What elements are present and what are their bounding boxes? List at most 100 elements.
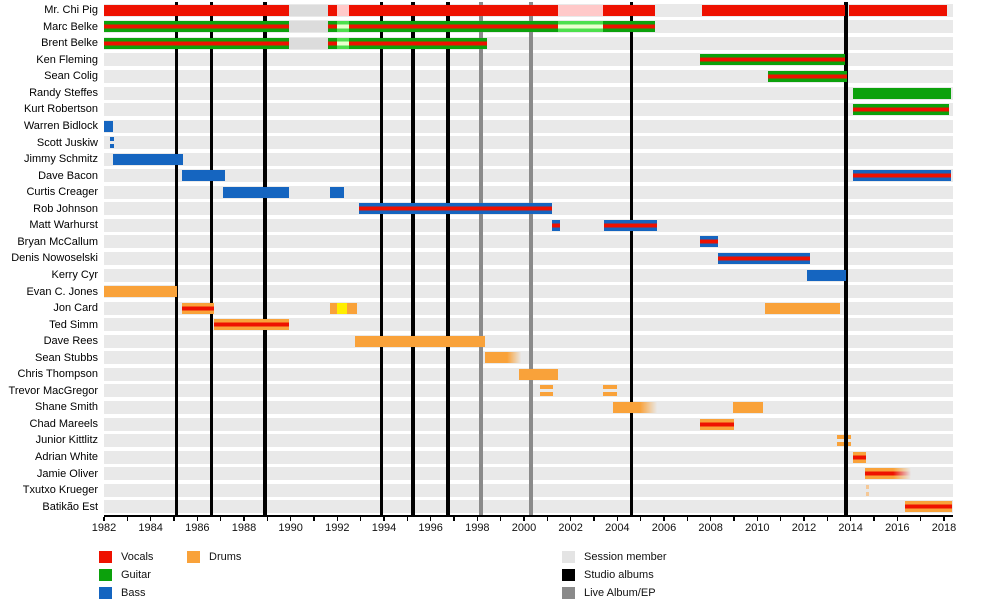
x-axis-label: 2010 xyxy=(745,522,770,534)
timeline-bar xyxy=(807,269,846,281)
dash-mark xyxy=(603,385,618,390)
x-axis-label: 1986 xyxy=(185,522,210,534)
x-axis-label: 1994 xyxy=(371,522,397,534)
timeline-bar xyxy=(557,4,604,16)
timeline-bar xyxy=(113,153,184,165)
x-axis-tick xyxy=(500,516,502,522)
studio-album-line xyxy=(379,2,384,515)
row-background xyxy=(104,152,953,166)
row-background xyxy=(104,351,953,365)
x-axis-tick xyxy=(220,516,222,522)
x-axis-label: 1988 xyxy=(231,522,257,534)
timeline-bar xyxy=(104,120,114,132)
member-label: Kerry Cyr xyxy=(51,268,98,281)
dash-mark xyxy=(109,137,115,142)
legend-swatch-drums xyxy=(187,551,200,563)
x-axis-tick xyxy=(710,516,712,522)
row-background xyxy=(104,169,953,183)
legend-label-bass: Bass xyxy=(121,587,146,599)
x-axis-tick xyxy=(616,516,619,522)
timeline-bar xyxy=(213,319,290,331)
studio-album-line xyxy=(844,2,848,515)
row-background xyxy=(104,185,953,199)
timeline-bar xyxy=(557,21,604,33)
member-label: Scott Juskiw xyxy=(36,136,98,149)
timeline-bar xyxy=(767,70,848,82)
x-axis-label: 2014 xyxy=(838,522,863,534)
row-background xyxy=(104,136,953,150)
timeline-bar xyxy=(327,37,338,49)
timeline-bar xyxy=(905,501,953,513)
row-background xyxy=(104,268,953,282)
x-axis-tick xyxy=(803,516,805,522)
timeline-bar xyxy=(864,468,913,480)
live-album-line xyxy=(479,2,483,515)
x-axis-label: 2002 xyxy=(558,522,583,534)
timeline-bar xyxy=(603,4,655,16)
x-axis-tick xyxy=(173,516,175,522)
row-background xyxy=(104,86,953,100)
member-label: Kurt Robertson xyxy=(24,103,98,116)
timeline-bar xyxy=(865,484,870,496)
member-label: Dave Bacon xyxy=(38,169,98,182)
dash-mark xyxy=(603,392,618,397)
member-label: Adrian White xyxy=(35,451,98,463)
row-background xyxy=(104,103,953,117)
timeline-bar xyxy=(104,21,290,33)
timeline-bar xyxy=(104,4,290,16)
timeline-bar xyxy=(700,54,845,66)
legend-swatch-live-album-ep xyxy=(562,587,575,599)
x-axis-tick xyxy=(850,516,852,522)
row-background xyxy=(104,384,953,398)
member-label: Bryan McCallum xyxy=(17,235,98,248)
dash-mark xyxy=(540,392,554,397)
timeline-bar xyxy=(337,302,347,314)
x-axis-tick xyxy=(430,516,432,522)
x-axis-tick xyxy=(756,516,759,522)
x-axis-label: 2012 xyxy=(791,522,817,534)
timeline-bar xyxy=(612,401,659,413)
timeline-bar xyxy=(337,4,349,16)
timeline-bar xyxy=(836,435,851,447)
x-axis-label: 2004 xyxy=(605,522,630,534)
x-axis-label: 1996 xyxy=(418,522,443,534)
studio-album-line xyxy=(209,2,214,515)
legend-label-vocals: Vocals xyxy=(121,551,154,563)
x-axis-tick xyxy=(873,516,875,522)
timeline-bar xyxy=(604,219,657,231)
timeline-bar xyxy=(182,170,226,182)
row-background xyxy=(104,301,953,315)
timeline-bar xyxy=(551,219,561,231)
x-axis-tick xyxy=(360,516,362,522)
timeline-bar xyxy=(765,302,841,314)
member-label: Shane Smith xyxy=(35,401,98,414)
row-background xyxy=(104,483,953,497)
member-label: Trevor MacGregor xyxy=(8,384,98,397)
x-axis-tick xyxy=(476,516,479,522)
legend-swatch-guitar xyxy=(99,569,112,581)
timeline-bar xyxy=(359,203,552,215)
dash-mark xyxy=(540,385,554,390)
x-axis-tick xyxy=(103,516,105,522)
x-axis-tick xyxy=(336,516,339,522)
timeline-bar xyxy=(519,368,558,380)
timeline-bar xyxy=(348,37,487,49)
member-label: Evan C. Jones xyxy=(26,285,98,298)
member-label: Denis Nowoselski xyxy=(11,252,98,265)
studio-album-line xyxy=(263,2,267,515)
live-album-line xyxy=(529,2,533,515)
member-label: Jamie Oliver xyxy=(36,467,98,480)
timeline-bar xyxy=(852,451,866,463)
x-axis-tick xyxy=(243,516,245,522)
legend-label-guitar: Guitar xyxy=(121,569,151,581)
member-label: Ken Fleming xyxy=(36,53,98,66)
member-label: Ted Simm xyxy=(49,318,98,331)
dash-mark xyxy=(865,491,870,496)
timeline-bar xyxy=(104,286,178,298)
legend-swatch-vocals xyxy=(99,551,112,563)
x-axis-tick xyxy=(523,516,525,522)
timeline-bar xyxy=(337,21,349,33)
timeline-bar xyxy=(852,87,951,99)
row-background xyxy=(104,69,953,83)
